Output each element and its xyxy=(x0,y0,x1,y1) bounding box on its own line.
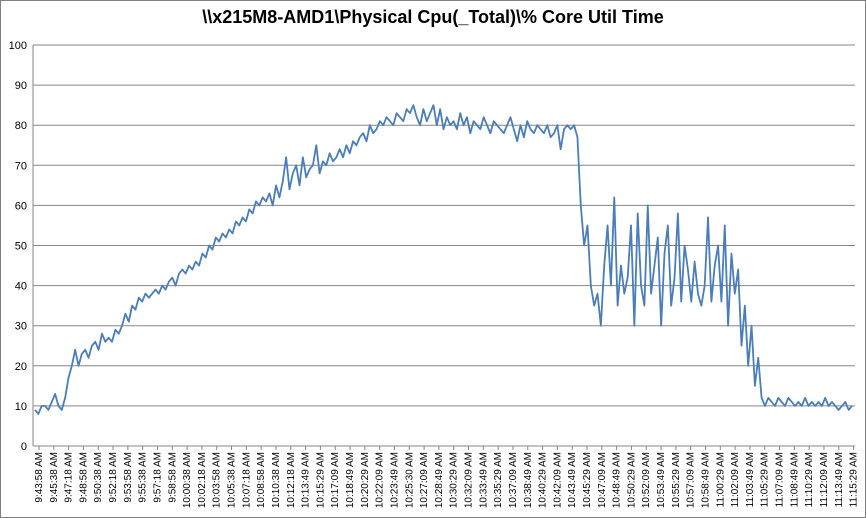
x-tick-label: 9:53:58 AM xyxy=(123,452,134,503)
x-tick-label: 11:10:29 AM xyxy=(804,452,815,507)
x-tick-label: 10:13:49 AM xyxy=(301,452,312,508)
x-tick-label: 10:03:58 AM xyxy=(212,452,223,508)
x-tick-label: 11:08:49 AM xyxy=(789,452,800,507)
x-axis-tick-labels: 9:43:58 AM 9:45:38 AM 9:47:18 AM 9:48:58 AM… xyxy=(34,446,860,508)
y-tick-label: 60 xyxy=(15,200,27,212)
x-tick-label: 10:15:29 AM xyxy=(315,452,326,508)
x-tick-label: 10:23:49 AM xyxy=(389,452,400,508)
x-tick-label: 10:37:09 AM xyxy=(508,452,519,508)
x-tick-label: 9:57:18 AM xyxy=(152,452,163,503)
series-line-0 xyxy=(34,104,853,415)
x-tick-label: 9:45:38 AM xyxy=(49,452,60,503)
x-tick-label: 9:47:18 AM xyxy=(64,452,75,503)
x-tick-label: 10:28:49 AM xyxy=(434,452,445,508)
y-tick-label: 80 xyxy=(15,120,27,132)
x-tick-label: 10:32:09 AM xyxy=(464,452,475,508)
y-tick-label: 90 xyxy=(15,80,27,92)
x-tick-label: 9:50:38 AM xyxy=(93,452,104,503)
x-tick-label: 10:02:18 AM xyxy=(197,452,208,508)
y-tick-label: 70 xyxy=(15,160,27,172)
x-tick-label: 11:13:49 AM xyxy=(834,452,845,507)
x-tick-label: 10:07:18 AM xyxy=(241,452,252,508)
x-tick-label: 10:40:29 AM xyxy=(538,452,549,508)
x-tick-label: 11:15:29 AM xyxy=(849,452,860,507)
y-tick-label: 20 xyxy=(15,361,27,373)
x-tick-label: 10:20:29 AM xyxy=(360,452,371,508)
y-tick-label: 0 xyxy=(21,441,27,453)
x-tick-label: 10:12:18 AM xyxy=(286,452,297,508)
y-tick-label: 10 xyxy=(15,401,27,413)
chart-title: \\x215M8-AMD1\Physical Cpu(_Total)\% Cor… xyxy=(202,7,664,27)
x-tick-label: 11:12:09 AM xyxy=(819,452,830,507)
y-tick-label: 100 xyxy=(9,40,27,52)
x-tick-label: 10:10:38 AM xyxy=(271,452,282,508)
series-area xyxy=(34,104,853,415)
x-tick-label: 10:50:29 AM xyxy=(626,452,637,508)
x-tick-label: 11:05:29 AM xyxy=(760,452,771,507)
x-tick-label: 10:43:49 AM xyxy=(567,452,578,508)
x-tick-label: 10:57:09 AM xyxy=(686,452,697,508)
x-tick-label: 11:02:09 AM xyxy=(730,452,741,507)
x-tick-label: 10:27:09 AM xyxy=(419,452,430,508)
gridlines xyxy=(33,44,855,407)
x-tick-label: 9:52:18 AM xyxy=(108,452,119,503)
x-tick-label: 10:55:29 AM xyxy=(671,452,682,508)
x-tick-label: 10:52:09 AM xyxy=(641,452,652,508)
x-tick-label: 10:53:49 AM xyxy=(656,452,667,508)
x-tick-label: 10:25:30 AM xyxy=(404,452,415,508)
x-tick-label: 10:00:38 AM xyxy=(182,452,193,508)
x-tick-label: 10:30:29 AM xyxy=(449,452,460,508)
x-tick-label: 9:43:58 AM xyxy=(34,452,45,503)
x-tick-label: 11:07:09 AM xyxy=(775,452,786,507)
x-tick-label: 10:35:29 AM xyxy=(493,452,504,508)
x-tick-label: 10:42:09 AM xyxy=(552,452,563,508)
x-tick-label: 9:55:38 AM xyxy=(138,452,149,503)
x-tick-label: 10:08:58 AM xyxy=(256,452,267,508)
x-tick-label: 11:00:29 AM xyxy=(715,452,726,507)
y-tick-label: 50 xyxy=(15,241,27,253)
x-tick-label: 11:03:49 AM xyxy=(745,452,756,507)
x-tick-label: 10:45:29 AM xyxy=(582,452,593,508)
x-tick-label: 10:22:09 AM xyxy=(375,452,386,508)
x-tick-label: 10:48:49 AM xyxy=(612,452,623,508)
x-tick-label: 10:17:09 AM xyxy=(330,452,341,508)
y-tick-label: 40 xyxy=(15,281,27,293)
x-tick-label: 9:58:58 AM xyxy=(167,452,178,503)
x-tick-label: 9:48:58 AM xyxy=(78,452,89,503)
x-tick-label: 10:33:49 AM xyxy=(478,452,489,508)
x-tick-label: 10:05:38 AM xyxy=(227,452,238,508)
y-axis-tick-labels: 0 10 20 30 40 50 60 70 80 90 100 xyxy=(9,40,27,453)
x-tick-label: 10:38:49 AM xyxy=(523,452,534,508)
y-tick-label: 30 xyxy=(15,321,27,333)
x-tick-label: 10:47:09 AM xyxy=(597,452,608,508)
x-tick-label: 10:58:49 AM xyxy=(700,452,711,508)
axes xyxy=(32,45,855,447)
x-tick-label: 10:18:49 AM xyxy=(345,452,356,508)
